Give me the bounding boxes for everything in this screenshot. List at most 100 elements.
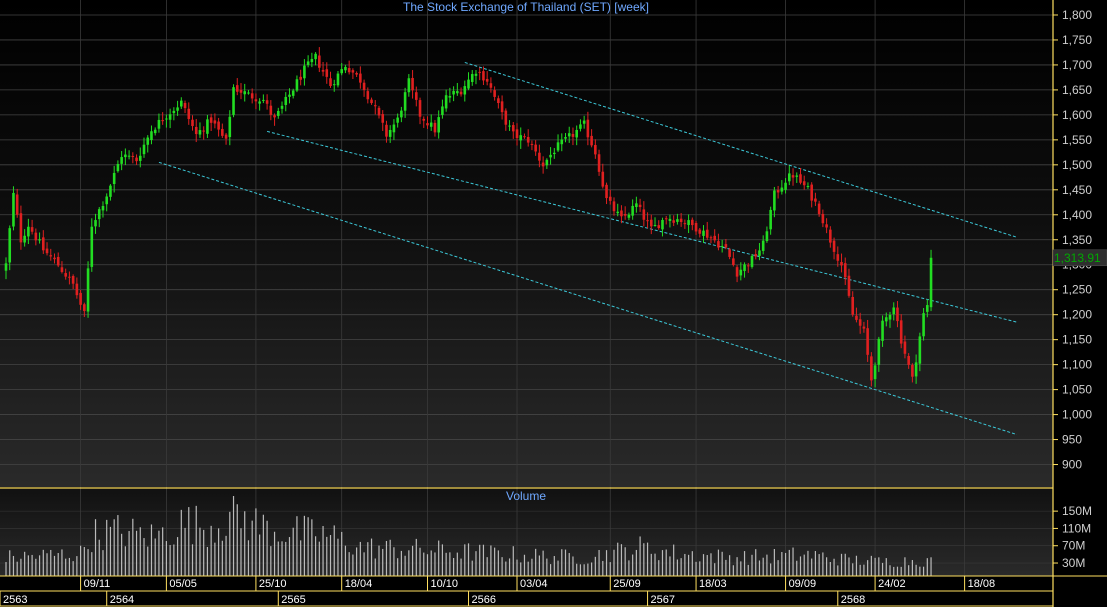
candle bbox=[101, 201, 105, 218]
candle bbox=[306, 55, 310, 68]
candle bbox=[724, 238, 728, 250]
date-tick-label: 10/10 bbox=[430, 578, 458, 590]
date-tick-label: 05/05 bbox=[169, 578, 197, 590]
candle bbox=[276, 107, 280, 119]
candle bbox=[746, 263, 750, 273]
candle bbox=[881, 315, 884, 347]
volume-tick-label: 150M bbox=[1062, 504, 1092, 518]
candle bbox=[198, 122, 202, 138]
candle bbox=[4, 257, 8, 280]
candle bbox=[344, 64, 347, 74]
date-tick-label: 09/09 bbox=[789, 578, 817, 590]
candle bbox=[15, 188, 19, 218]
candle bbox=[470, 70, 474, 86]
candle bbox=[116, 160, 120, 173]
candle bbox=[347, 60, 351, 75]
candle bbox=[784, 178, 787, 194]
candle bbox=[332, 79, 336, 92]
candle bbox=[209, 113, 213, 132]
candle bbox=[855, 307, 858, 323]
candle bbox=[623, 206, 627, 220]
volume-axis-ticks: 150M 110M 70M 30M bbox=[1053, 504, 1092, 570]
candle bbox=[612, 197, 616, 216]
candle bbox=[411, 70, 414, 99]
channel-lines bbox=[158, 61, 1017, 436]
candle bbox=[250, 88, 254, 104]
price-tick-label: 1,400 bbox=[1062, 208, 1092, 222]
candle bbox=[168, 108, 172, 129]
candle bbox=[224, 132, 228, 145]
candle bbox=[295, 75, 299, 93]
candle bbox=[56, 252, 60, 268]
candle bbox=[90, 218, 94, 272]
volume-bars bbox=[5, 496, 932, 576]
price-tick-label: 1,200 bbox=[1062, 308, 1092, 322]
candle bbox=[318, 47, 321, 73]
candle bbox=[538, 144, 541, 168]
candle bbox=[232, 84, 235, 118]
candle bbox=[142, 137, 146, 158]
candle bbox=[280, 101, 284, 114]
candle bbox=[526, 129, 530, 147]
candle bbox=[679, 213, 683, 227]
candle bbox=[635, 196, 638, 213]
candle bbox=[202, 126, 205, 140]
price-tick-label: 1,000 bbox=[1062, 408, 1092, 422]
candle bbox=[366, 87, 370, 104]
year-tick-label: 2566 bbox=[472, 594, 496, 606]
candle bbox=[351, 68, 355, 79]
price-tick-label: 1,750 bbox=[1062, 33, 1092, 47]
candle bbox=[459, 87, 463, 97]
candle bbox=[802, 175, 806, 190]
candle bbox=[112, 165, 116, 193]
candle bbox=[254, 93, 258, 110]
candle bbox=[180, 97, 183, 109]
price-tick-label: 1,350 bbox=[1062, 233, 1092, 247]
candle bbox=[575, 125, 578, 146]
candle bbox=[773, 186, 776, 218]
candle bbox=[38, 232, 41, 244]
candle bbox=[403, 87, 407, 118]
candle bbox=[27, 218, 30, 245]
candle bbox=[388, 125, 392, 143]
candle bbox=[601, 163, 605, 189]
date-tick-label: 18/08 bbox=[968, 578, 996, 590]
candle bbox=[422, 116, 426, 128]
candle bbox=[683, 219, 687, 229]
candle bbox=[131, 152, 135, 164]
date-tick-label: 18/03 bbox=[699, 578, 727, 590]
candle bbox=[500, 95, 504, 120]
candle bbox=[299, 69, 302, 86]
price-tick-label: 1,650 bbox=[1062, 83, 1092, 97]
candle bbox=[120, 151, 123, 171]
candle bbox=[303, 59, 306, 86]
candle bbox=[914, 354, 918, 384]
candle bbox=[799, 167, 802, 185]
candle bbox=[217, 117, 220, 137]
candle bbox=[206, 114, 209, 138]
candle bbox=[732, 251, 735, 267]
candle bbox=[377, 105, 381, 119]
candle bbox=[511, 122, 515, 139]
candle bbox=[362, 79, 366, 97]
candle bbox=[19, 205, 23, 250]
candle bbox=[187, 102, 191, 125]
candle bbox=[30, 219, 34, 235]
candle bbox=[884, 312, 888, 327]
date-axis: 09/11 05/05 25/10 18/04 10/10 03/04 25/09 18/03… bbox=[0, 576, 995, 606]
year-tick-label: 2568 bbox=[841, 594, 865, 606]
price-tick-label: 1,250 bbox=[1062, 283, 1092, 297]
candle bbox=[444, 89, 448, 112]
candle bbox=[817, 200, 821, 217]
candle bbox=[456, 82, 459, 96]
candle bbox=[556, 134, 560, 153]
year-tick-label: 2567 bbox=[651, 594, 675, 606]
price-tick-label: 1,800 bbox=[1062, 8, 1092, 22]
candle bbox=[892, 302, 896, 321]
candle bbox=[553, 148, 556, 159]
candle bbox=[765, 226, 769, 243]
candle bbox=[888, 311, 892, 328]
candle bbox=[873, 362, 877, 388]
candle bbox=[221, 123, 224, 138]
